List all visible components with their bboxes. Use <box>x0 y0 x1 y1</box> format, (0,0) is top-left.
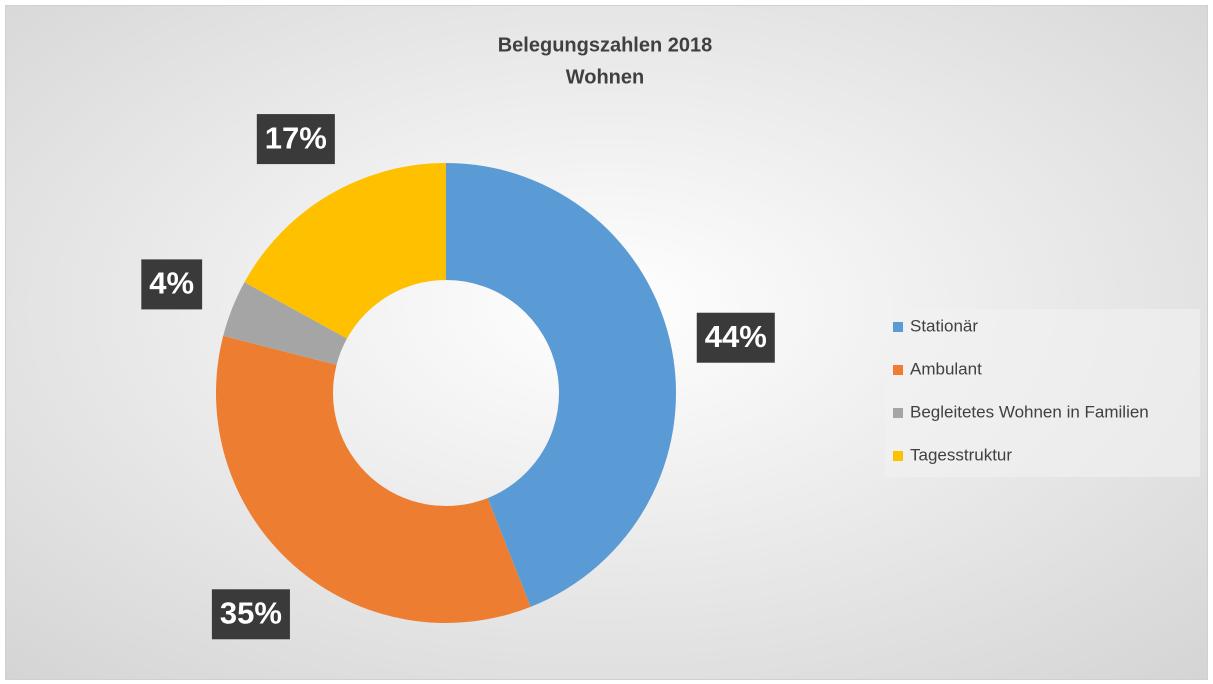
data-label: 44% <box>705 319 767 354</box>
legend-label: Begleitetes Wohnen in Familien <box>910 402 1149 421</box>
legend-swatch <box>893 322 903 332</box>
legend-swatch <box>893 365 903 375</box>
legend-label: Stationär <box>910 316 978 335</box>
data-label-box <box>211 589 290 640</box>
donut-slice <box>446 163 676 607</box>
legend-box <box>885 309 1200 477</box>
data-label: 4% <box>149 266 194 301</box>
data-label: 17% <box>265 120 327 155</box>
donut-slice <box>216 335 531 623</box>
data-label-box <box>696 312 775 363</box>
legend-label: Tagesstruktur <box>910 445 1012 464</box>
legend-swatch <box>893 408 903 418</box>
legend-swatch <box>893 451 903 461</box>
chart-title: Belegungszahlen 2018 <box>498 34 713 56</box>
chart-subtitle: Wohnen <box>566 66 645 88</box>
data-label: 35% <box>220 595 282 630</box>
data-label-box <box>141 259 203 310</box>
data-label-box <box>256 114 335 165</box>
donut-slice <box>223 282 347 365</box>
donut-slice <box>244 163 446 339</box>
legend-label: Ambulant <box>910 359 982 378</box>
